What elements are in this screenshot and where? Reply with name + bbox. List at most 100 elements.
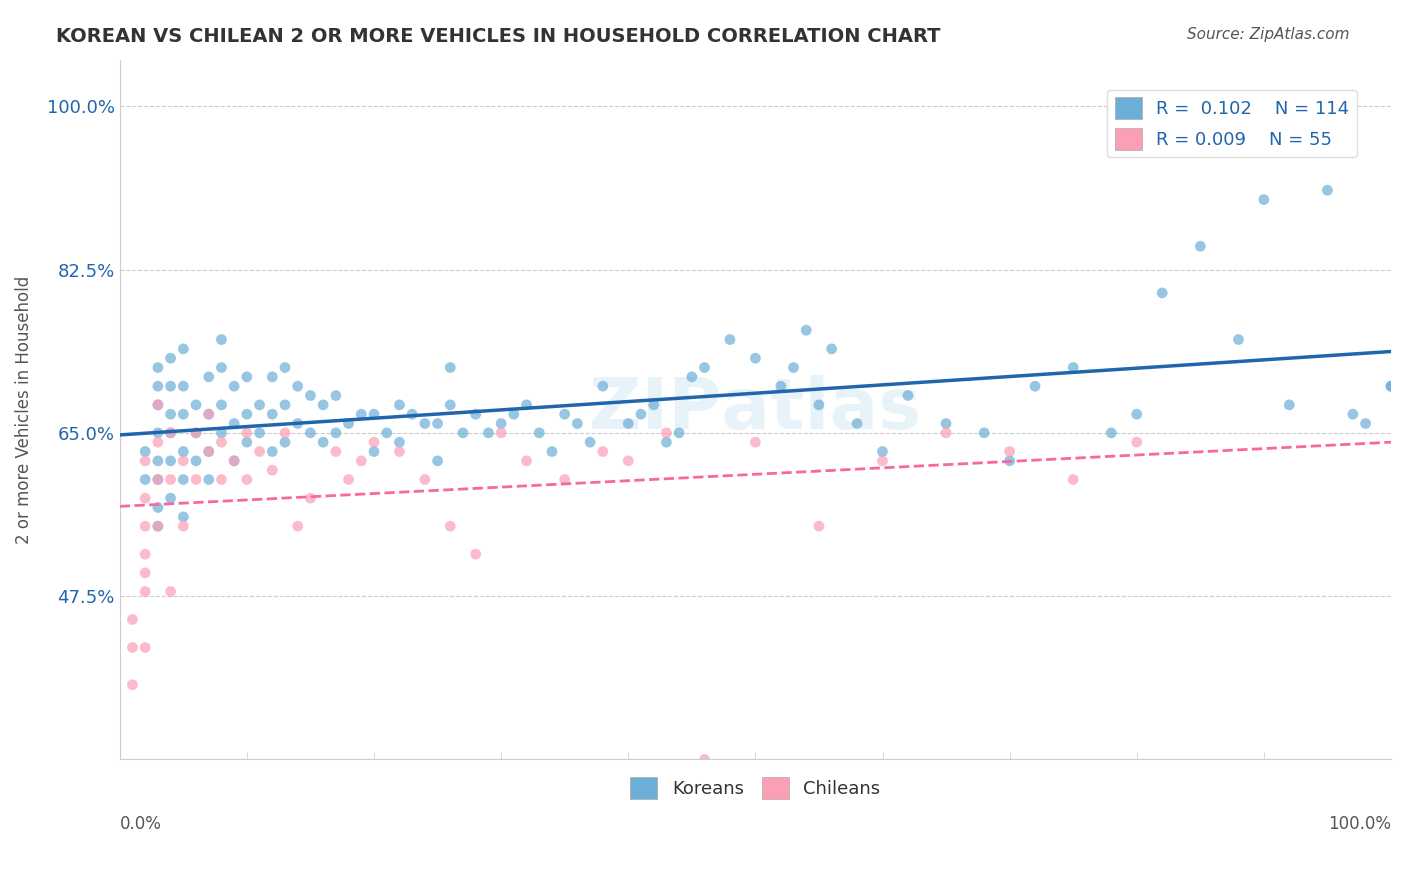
Point xyxy=(426,454,449,468)
Point xyxy=(872,454,894,468)
Point xyxy=(451,425,474,440)
Point xyxy=(211,333,233,347)
Point xyxy=(1152,285,1174,300)
Point xyxy=(262,444,284,458)
Point xyxy=(807,398,830,412)
Point xyxy=(1379,379,1402,393)
Point xyxy=(159,379,181,393)
Point xyxy=(262,369,284,384)
Point xyxy=(159,351,181,366)
Point xyxy=(312,398,335,412)
Point xyxy=(477,425,499,440)
Point xyxy=(197,369,219,384)
Point xyxy=(439,398,461,412)
Point xyxy=(274,398,297,412)
Point xyxy=(146,379,169,393)
Point xyxy=(159,454,181,468)
Point xyxy=(262,463,284,477)
Point xyxy=(134,473,156,487)
Point xyxy=(197,473,219,487)
Point xyxy=(159,491,181,505)
Point xyxy=(541,444,564,458)
Point xyxy=(197,444,219,458)
Point xyxy=(134,566,156,580)
Point xyxy=(388,435,411,450)
Point xyxy=(1253,193,1275,207)
Point xyxy=(262,407,284,421)
Point xyxy=(388,398,411,412)
Point xyxy=(554,473,576,487)
Point xyxy=(567,417,589,431)
Point xyxy=(1379,379,1402,393)
Point xyxy=(363,444,385,458)
Point xyxy=(516,454,538,468)
Text: Source: ZipAtlas.com: Source: ZipAtlas.com xyxy=(1187,27,1350,42)
Point xyxy=(998,454,1021,468)
Point xyxy=(655,425,678,440)
Point xyxy=(744,351,766,366)
Point xyxy=(211,473,233,487)
Point xyxy=(935,425,957,440)
Point xyxy=(224,454,246,468)
Point xyxy=(146,425,169,440)
Y-axis label: 2 or more Vehicles in Household: 2 or more Vehicles in Household xyxy=(15,276,32,543)
Point xyxy=(516,398,538,412)
Point xyxy=(146,519,169,533)
Point xyxy=(249,398,271,412)
Point xyxy=(529,425,551,440)
Point xyxy=(211,360,233,375)
Point xyxy=(489,425,512,440)
Point xyxy=(184,454,207,468)
Point xyxy=(172,444,194,458)
Point xyxy=(197,407,219,421)
Point xyxy=(146,519,169,533)
Point xyxy=(312,435,335,450)
Text: KOREAN VS CHILEAN 2 OR MORE VEHICLES IN HOUSEHOLD CORRELATION CHART: KOREAN VS CHILEAN 2 OR MORE VEHICLES IN … xyxy=(56,27,941,45)
Point xyxy=(592,444,614,458)
Point xyxy=(807,519,830,533)
Point xyxy=(197,444,219,458)
Point xyxy=(274,425,297,440)
Point xyxy=(299,388,322,402)
Point xyxy=(159,425,181,440)
Point xyxy=(579,435,602,450)
Point xyxy=(121,612,143,626)
Point xyxy=(769,379,792,393)
Point xyxy=(299,491,322,505)
Point xyxy=(159,584,181,599)
Point xyxy=(413,473,436,487)
Point xyxy=(592,379,614,393)
Point xyxy=(872,444,894,458)
Point xyxy=(236,473,259,487)
Point xyxy=(401,407,423,421)
Point xyxy=(846,417,869,431)
Point xyxy=(426,417,449,431)
Point xyxy=(146,360,169,375)
Point xyxy=(274,435,297,450)
Point xyxy=(325,425,347,440)
Point xyxy=(184,398,207,412)
Point xyxy=(554,407,576,421)
Point xyxy=(693,752,716,766)
Point xyxy=(1354,417,1376,431)
Point xyxy=(693,360,716,375)
Point xyxy=(287,379,309,393)
Point xyxy=(821,342,844,356)
Point xyxy=(782,360,804,375)
Point xyxy=(146,473,169,487)
Point xyxy=(134,491,156,505)
Point xyxy=(1099,425,1122,440)
Point xyxy=(1062,360,1084,375)
Point xyxy=(1316,183,1339,197)
Point xyxy=(617,417,640,431)
Point xyxy=(236,435,259,450)
Point xyxy=(617,454,640,468)
Point xyxy=(211,435,233,450)
Point xyxy=(1125,435,1147,450)
Point xyxy=(236,369,259,384)
Point xyxy=(146,398,169,412)
Point xyxy=(681,369,703,384)
Point xyxy=(299,425,322,440)
Point xyxy=(159,473,181,487)
Legend: Koreans, Chileans: Koreans, Chileans xyxy=(623,770,887,806)
